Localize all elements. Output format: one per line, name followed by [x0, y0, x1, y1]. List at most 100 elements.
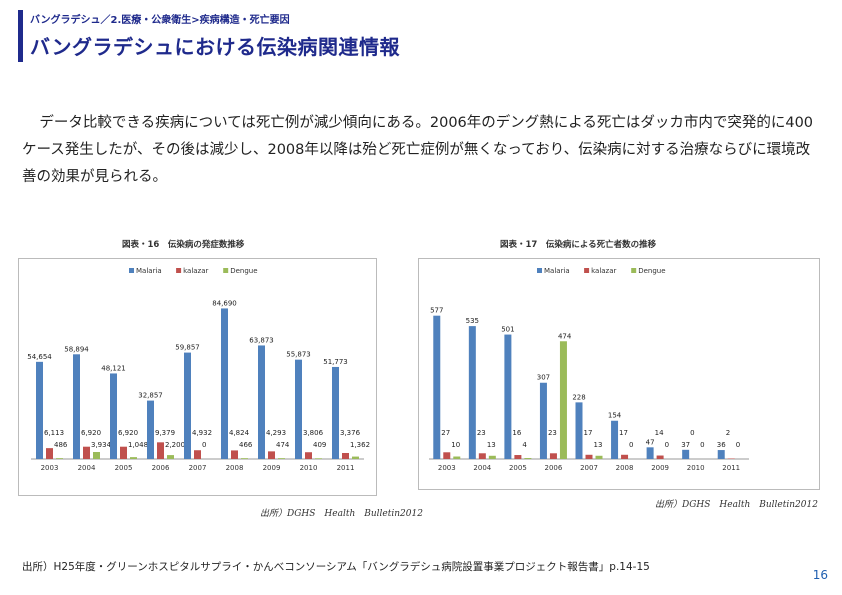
chart2-bar-kalazar-2009: [656, 455, 664, 459]
chart2-label-kalazar-2008: 17: [619, 429, 628, 437]
chart1-tick-2010: 2010: [300, 464, 318, 472]
chart1-label-malaria-2004: 58,894: [64, 345, 89, 353]
chart1-tick-2011: 2011: [337, 464, 355, 472]
chart2-bar-malaria-2011: [717, 450, 725, 459]
chart1-bar-dengue-2011: [352, 456, 359, 459]
chart2-bar-kalazar-2008: [621, 454, 629, 459]
chart1-bar-malaria-2003: [36, 361, 43, 459]
page-title: バングラデシュにおける伝染病関連情報: [30, 35, 400, 59]
chart2-label-dengue-2007: 13: [594, 441, 603, 449]
chart1-label-kalazar-2007: 4,932: [192, 429, 212, 437]
chart2-bar-kalazar-2005: [514, 455, 522, 459]
chart2-label-malaria-2005: 501: [501, 326, 514, 334]
chart2-bar-kalazar-2003: [443, 452, 451, 459]
chart1-tick-2003: 2003: [41, 464, 59, 472]
chart2-label-dengue-2009: 0: [665, 441, 669, 449]
chart1-label-kalazar-2004: 6,920: [81, 429, 101, 437]
chart2-bar-malaria-2004: [468, 326, 476, 459]
chart2-label-dengue-2006: 474: [558, 332, 572, 340]
chart1-bar-dengue-2005: [130, 457, 137, 459]
chart1-label-dengue-2003: 486: [54, 441, 68, 449]
chart2-bar-malaria-2007: [575, 402, 583, 459]
chart1-label-malaria-2011: 51,773: [323, 358, 348, 366]
chart1-label-dengue-2004: 3,934: [91, 441, 112, 449]
chart2-bar-kalazar-2004: [478, 453, 486, 459]
chart1-bar-kalazar-2008: [231, 450, 238, 459]
chart2-label-dengue-2005: 4: [522, 441, 527, 449]
chart1-bar-kalazar-2006: [157, 442, 164, 459]
chart1-tick-2009: 2009: [263, 464, 281, 472]
chart2-label-malaria-2008: 154: [608, 412, 622, 420]
chart1-bar-malaria-2005: [110, 373, 117, 459]
chart2-bar-dengue-2003: [453, 456, 461, 459]
chart1-label-kalazar-2008: 4,824: [229, 429, 250, 437]
chart2-tick-2004: 2004: [473, 464, 491, 472]
chart1-label-malaria-2008: 84,690: [212, 299, 237, 307]
chart2-bar-kalazar-2007: [585, 454, 593, 459]
chart1-bar-kalazar-2011: [342, 452, 349, 459]
chart1-label-kalazar-2006: 9,379: [155, 429, 175, 437]
chart2-tick-2005: 2005: [509, 464, 527, 472]
chart2-tick-2003: 2003: [438, 464, 456, 472]
chart2-label-dengue-2004: 13: [487, 441, 496, 449]
chart1-bar-kalazar-2010: [305, 452, 312, 459]
chart1-tick-2008: 2008: [226, 464, 244, 472]
chart1-bar-dengue-2006: [167, 455, 174, 459]
chart1-legend-swatch-0: [129, 268, 134, 273]
chart2-title: 図表・17 伝染病による死亡者数の推移: [500, 240, 657, 250]
chart2-bar-malaria-2005: [504, 334, 512, 459]
chart1-label-malaria-2005: 48,121: [101, 364, 126, 372]
chart1-label-malaria-2007: 59,857: [175, 344, 200, 352]
breadcrumb: バングラデシュ／2.医療・公衆衛生>疾病構造・死亡要因: [30, 15, 290, 26]
chart1-label-malaria-2003: 54,654: [27, 353, 52, 361]
chart1-bar-kalazar-2005: [120, 446, 127, 459]
chart1-label-dengue-2010: 409: [313, 441, 326, 449]
chart1-plot: Malaria kalazar Dengue 54,654 6,113 486 2003 58…: [27, 267, 370, 472]
chart2-frame: Malaria kalazar Dengue 577 27 10 2003 535 23 13 20…: [418, 258, 820, 490]
chart1-tick-2004: 2004: [78, 464, 96, 472]
chart1-label-kalazar-2009: 4,293: [266, 429, 286, 437]
chart1-legend-swatch-2: [223, 268, 229, 273]
chart2-label-dengue-2003: 10: [451, 441, 460, 449]
chart2-tick-2008: 2008: [616, 464, 634, 472]
chart1-label-dengue-2009: 474: [276, 441, 290, 449]
chart1-bar-malaria-2011: [332, 366, 339, 459]
chart1-bar-dengue-2010: [315, 458, 322, 459]
chart1-tick-2005: 2005: [115, 464, 133, 472]
chart1-bar-kalazar-2003: [46, 448, 53, 459]
chart1-bar-malaria-2004: [73, 354, 80, 459]
chart2-label-malaria-2010: 37: [681, 441, 690, 449]
chart1-tick-2007: 2007: [189, 464, 207, 472]
page-number: 16: [812, 568, 828, 582]
chart1-bar-malaria-2009: [258, 345, 265, 459]
chart2-label-kalazar-2004: 23: [477, 429, 486, 437]
chart1-label-malaria-2010: 55,873: [286, 351, 311, 359]
chart2-legend-label-2: Dengue: [638, 267, 665, 275]
chart1-label-kalazar-2010: 3,806: [303, 429, 324, 437]
chart1-frame: Malaria kalazar Dengue 54,654 6,113 486 2003 58…: [18, 258, 377, 496]
chart2-source: 出所）DGHS Health Bulletin2012: [655, 500, 818, 510]
chart1-label-malaria-2006: 32,857: [138, 392, 163, 400]
title-accent-bar: [18, 10, 23, 62]
chart1-label-malaria-2009: 63,873: [249, 336, 274, 344]
chart1-bar-kalazar-2009: [268, 451, 275, 459]
chart1-label-kalazar-2005: 6,920: [118, 429, 138, 437]
chart2-bar-dengue-2006: [559, 341, 567, 459]
chart2-label-malaria-2003: 577: [430, 307, 443, 315]
chart1-bar-malaria-2006: [147, 400, 154, 459]
chart1-bar-dengue-2008: [241, 458, 248, 459]
chart1-bar-dengue-2004: [93, 452, 100, 459]
chart2-label-kalazar-2006: 23: [548, 429, 557, 437]
chart1-label-dengue-2007: 0: [202, 441, 206, 449]
chart1-legend-label-1: kalazar: [183, 267, 208, 275]
chart1-bar-malaria-2007: [184, 352, 191, 459]
chart1-label-dengue-2006: 2,200: [165, 441, 185, 449]
chart1-label-kalazar-2003: 6,113: [44, 429, 64, 437]
chart2-plot: Malaria kalazar Dengue57727102003535231320…: [429, 267, 749, 472]
chart2-legend-label-0: Malaria: [544, 267, 570, 275]
footnote-source: 出所）H25年度・グリーンホスピタルサプライ・かんべコンソーシアム「バングラデシ…: [22, 561, 650, 573]
chart2-legend-swatch-1: [584, 268, 590, 273]
chart1-bar-malaria-2008: [221, 308, 228, 459]
chart2-tick-2006: 2006: [545, 464, 563, 472]
chart1-tick-2006: 2006: [152, 464, 170, 472]
